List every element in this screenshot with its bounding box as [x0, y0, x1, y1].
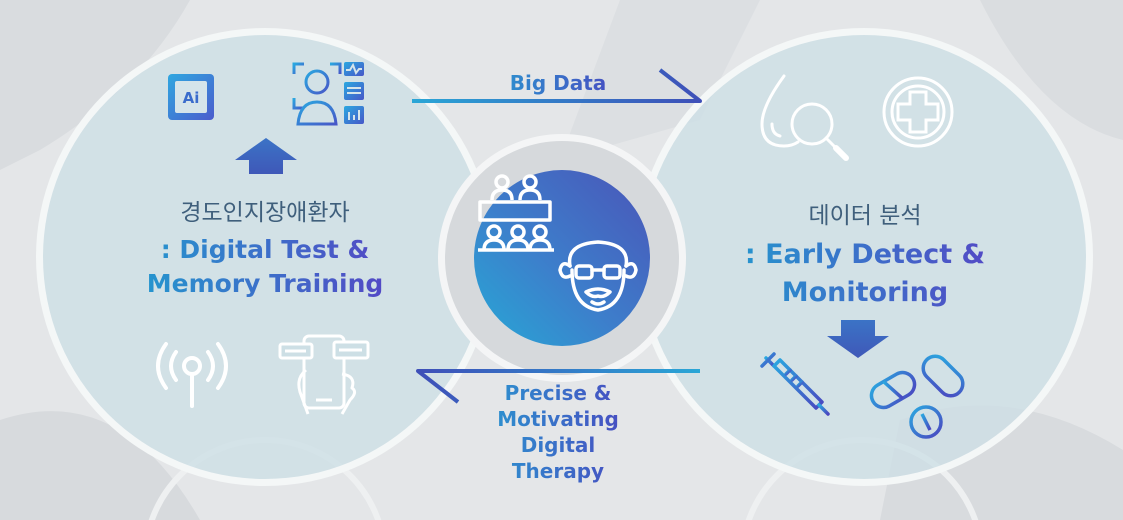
pills-icon [869, 354, 965, 439]
elderly-man-icon [558, 240, 638, 312]
classroom-icon [478, 174, 554, 252]
right-circle [635, 28, 1093, 486]
right-title-en-1: : Early Detect & [700, 236, 1030, 274]
ai-chip-icon: Ai [160, 66, 222, 128]
syringe-icon [760, 352, 830, 416]
right-title-en-2: Monitoring [700, 274, 1030, 312]
face-recognition-icon [292, 62, 364, 126]
big-data-arrow [412, 68, 702, 103]
up-arrow-icon [235, 138, 297, 174]
left-title: 경도인지장애환자 : Digital Test & Memory Trainin… [110, 193, 420, 301]
therapy-label: Precise & Motivating Digital Therapy [478, 380, 638, 484]
therapy-arrow [416, 369, 700, 404]
left-circle [36, 28, 494, 486]
blood-drop-magnifier-icon [760, 74, 849, 161]
big-data-label: Big Data [488, 70, 628, 96]
left-title-kr: 경도인지장애환자 [180, 200, 350, 226]
medical-cross-icon [882, 76, 954, 148]
center-disc [474, 170, 650, 346]
chip-label: Ai [183, 89, 200, 107]
left-title-en-1: : Digital Test & [110, 233, 420, 267]
wireless-signal-icon [156, 342, 228, 408]
right-title: 데이터 분석 : Early Detect & Monitoring [700, 196, 1030, 312]
smartphone-hand-icon [278, 334, 370, 415]
right-title-kr: 데이터 분석 [808, 203, 922, 229]
down-arrow-icon [827, 320, 889, 358]
left-title-en-2: Memory Training [110, 267, 420, 301]
